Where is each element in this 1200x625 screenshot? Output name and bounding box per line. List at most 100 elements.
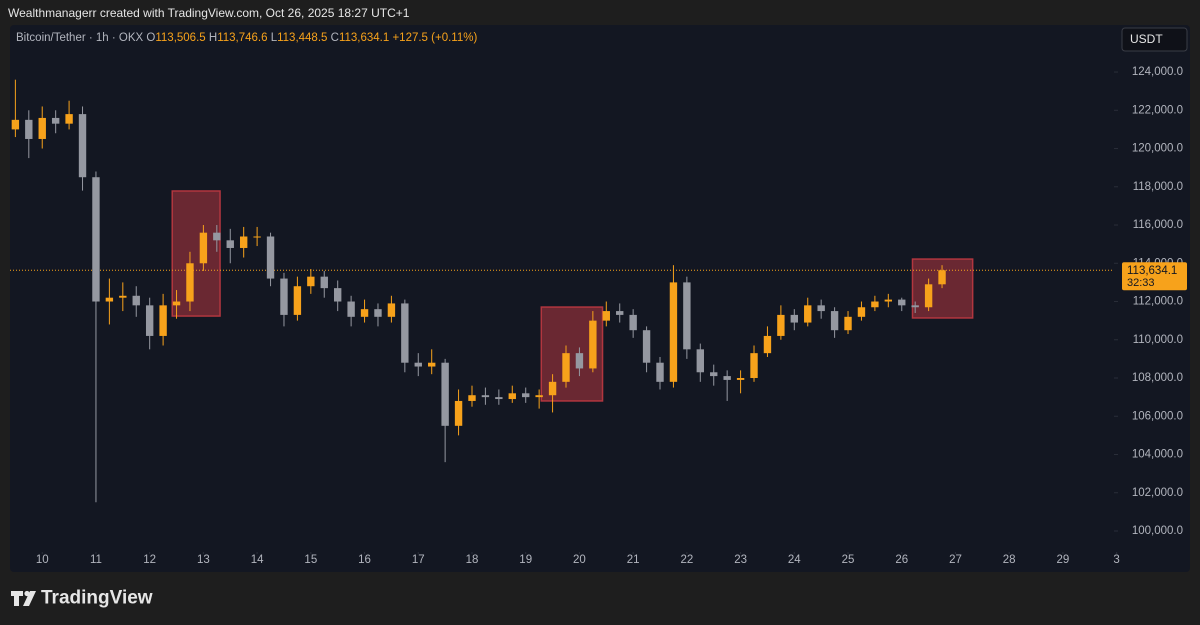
candle-body [226, 240, 234, 248]
legend-key: H [208, 32, 218, 44]
candle-body [535, 395, 543, 398]
y-tick-label: 122,000.0 [1132, 104, 1183, 116]
candle-body [710, 372, 718, 377]
candle-body [454, 400, 463, 426]
y-tick-label: 104,000.0 [1132, 449, 1183, 461]
candle-body [468, 395, 476, 401]
x-tick-label: 16 [358, 554, 371, 566]
candle-body [884, 299, 893, 302]
candle-body [401, 303, 409, 363]
currency: USDT [1130, 32, 1163, 46]
last-price-label: 113,634.1 [1127, 265, 1177, 277]
candle-body [830, 311, 839, 331]
candle-body [696, 349, 704, 373]
legend-key: C [330, 32, 339, 44]
candle-body [642, 330, 651, 363]
x-tick-label: 11 [90, 554, 102, 566]
candle-body [602, 311, 610, 321]
candle-body [414, 362, 422, 367]
x-tick-label: 17 [412, 554, 425, 566]
plot-panel [10, 25, 1190, 572]
y-tick-label: 120,000.0 [1132, 143, 1183, 155]
legend-value: 113,746.6 [217, 32, 268, 44]
y-tick-label: 106,000.0 [1132, 410, 1183, 422]
candle-body [481, 395, 490, 398]
x-tick-label: 25 [842, 554, 855, 566]
ohlc: O113,506.5 H113,746.6 L113,448.5 C113,63… [146, 32, 392, 44]
x-tick-label: 15 [304, 554, 317, 566]
x-tick-label: 28 [1003, 554, 1016, 566]
x-tick-label: 22 [680, 554, 693, 566]
candle-body [132, 295, 140, 306]
y-tick-label: 102,000.0 [1132, 487, 1183, 499]
candle-body [589, 320, 597, 369]
candle-body [938, 270, 946, 285]
candle-body [522, 393, 530, 398]
candle-body [508, 393, 516, 400]
candle-body [307, 276, 315, 287]
logo: TradingView [11, 588, 153, 609]
candle-body [186, 263, 194, 302]
legend-value: 113,448.5 [277, 32, 328, 44]
candle-body [253, 236, 261, 238]
candle-body [562, 353, 570, 382]
candle-body [239, 236, 248, 248]
candle-body [629, 314, 637, 331]
countdown: 32:33 [1127, 277, 1155, 289]
candle-body [172, 301, 181, 306]
symbol: Bitcoin/Tether · 1h · OKX [16, 32, 144, 44]
candle-body [213, 232, 221, 241]
candle-body [656, 362, 664, 382]
x-tick-label: 21 [627, 554, 640, 566]
candle-body [669, 282, 678, 382]
y-tick-label: 100,000.0 [1132, 525, 1183, 537]
highlight-box [171, 190, 221, 317]
x-tick-label: 13 [197, 554, 210, 566]
candle-body [777, 314, 785, 336]
candle-body [105, 297, 114, 302]
candle-body [119, 295, 127, 298]
candle-body [25, 119, 33, 139]
candle-body [723, 376, 731, 380]
x-tick-label: 18 [466, 554, 479, 566]
y-tick-label: 112,000.0 [1133, 296, 1183, 308]
candle-body [817, 305, 825, 312]
candle-body [911, 305, 919, 308]
candle-body [360, 309, 369, 317]
candle-body [924, 284, 933, 308]
candle-body [387, 303, 396, 317]
candle-body [333, 288, 342, 302]
candle-body [347, 301, 355, 317]
x-tick-label: 14 [251, 554, 264, 566]
candle-body [871, 301, 879, 308]
candle-body [495, 397, 503, 400]
candle-body [575, 353, 584, 369]
currency-box[interactable] [1121, 27, 1188, 52]
candle-body [38, 117, 46, 139]
logo-mark [11, 591, 23, 606]
x-tick-label: 24 [788, 554, 801, 566]
candle-body [293, 286, 302, 315]
candle-body [898, 299, 906, 306]
candle-body [683, 282, 691, 350]
legend: Bitcoin/Tether · 1h · OKX O113,506.5 H11… [16, 32, 477, 44]
x-tick-label: 26 [895, 554, 908, 566]
x-tick-label: 23 [734, 554, 747, 566]
candle-body [763, 335, 772, 354]
legend-key: O [146, 32, 156, 44]
x-tick-label: 10 [36, 554, 49, 566]
candle-body [92, 177, 100, 302]
candle-body [790, 314, 799, 323]
candle-body [78, 114, 87, 178]
legend-key: L [270, 32, 278, 44]
candle-body [616, 311, 624, 315]
candle-body [441, 362, 449, 426]
legend-value: 113,506.5 [155, 32, 206, 44]
candle-body [844, 316, 852, 331]
legend-value: 113,634.1 [338, 32, 390, 44]
y-tick-label: 118,000.0 [1133, 181, 1183, 193]
x-tick-label: 19 [519, 554, 532, 566]
logo-text: TradingView [41, 588, 153, 609]
candle-body [65, 114, 73, 124]
